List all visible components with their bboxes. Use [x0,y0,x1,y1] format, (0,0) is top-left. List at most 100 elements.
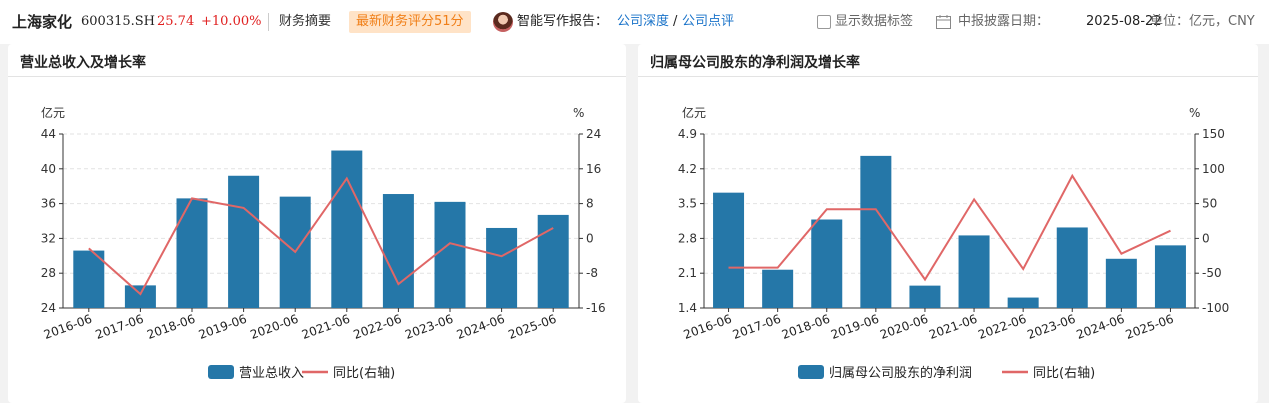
bar [331,150,363,308]
card-divider [8,76,626,77]
left-tick-label: 3.5 [678,197,697,211]
legend-swatch-bar [798,365,824,379]
chart-title: 归属母公司股东的净利润及增长率 [650,55,860,71]
company-comment-link[interactable]: 公司点评 [682,14,735,29]
bar [486,227,518,308]
revenue-chart-card: 营业总收入及增长率 亿元% 24 28 32 36 40 44 -16 -8 0 8 16 24 2016… [8,44,626,403]
bar [1056,227,1088,308]
x-tick-label: 2017-06 [731,312,783,342]
score-badge[interactable]: 最新财务评分51分 [349,11,471,33]
report-date-value: 2025-08-22 [1086,14,1162,29]
x-tick-label: 2024-06 [455,312,507,342]
x-tick-label: 2018-06 [780,312,832,342]
price-change: +10.00% [201,14,262,29]
bar [124,285,156,308]
bar [762,269,794,308]
x-tick-label: 2019-06 [829,312,881,342]
x-tick-label: 2022-06 [976,312,1028,342]
left-tick-label: 2.1 [678,266,697,280]
x-tick-label: 2018-06 [145,312,197,342]
chart-title: 营业总收入及增长率 [20,55,146,71]
yoy-line [88,176,554,296]
bar [176,198,208,308]
left-tick-label: 36 [41,197,56,211]
left-tick-label: 4.9 [678,127,697,141]
x-tick-label: 2016-06 [42,312,94,342]
right-tick-label: -50 [1202,266,1222,280]
stock-price: 25.74 [157,14,195,29]
right-tick-label: 100 [1202,162,1225,176]
left-tick-label: 32 [41,231,56,245]
left-tick-label: 2.8 [678,231,697,245]
x-tick-label: 2025-06 [506,312,558,342]
legend-label: 同比(右轴) [1033,366,1095,381]
card-divider [638,76,1258,77]
right-tick-label: -100 [1202,301,1229,315]
x-tick-label: 2019-06 [197,312,249,342]
left-tick-label: 44 [41,127,56,141]
bar [228,175,260,308]
report-label: 智能写作报告： [517,14,609,29]
bar [811,219,843,308]
link-separator: / [673,14,678,29]
bar [537,214,569,308]
yoy-line [728,173,1171,282]
author-avatar-icon [493,12,513,32]
bar [73,250,105,308]
x-tick-label: 2022-06 [352,312,404,342]
legend-label: 同比(右轴) [333,366,395,381]
bar [434,201,466,308]
right-tick-label: 16 [586,162,601,176]
bar [1154,245,1186,308]
bar [1105,258,1137,308]
left-tick-label: 1.4 [678,301,697,315]
company-depth-link[interactable]: 公司深度 [617,14,670,29]
stock-name: 上海家化 [12,13,73,31]
x-tick-label: 2017-06 [94,312,146,342]
show-labels-label[interactable]: 显示数据标签 [835,14,914,29]
show-labels-checkbox[interactable] [817,15,831,29]
right-tick-label: 0 [1202,231,1210,245]
x-tick-label: 2024-06 [1074,312,1126,342]
left-tick-label: 40 [41,162,56,176]
bar [713,192,745,308]
right-tick-label: 8 [586,197,594,211]
financial-summary-label: 财务摘要 [279,14,332,29]
divider [268,13,269,31]
left-tick-label: 28 [41,266,56,280]
report-date-label: 中报披露日期： [958,14,1050,29]
left-axis-unit: 亿元 [41,105,65,120]
x-tick-label: 2021-06 [300,312,352,342]
bar [382,194,414,308]
bar [1007,297,1039,308]
right-tick-label: -8 [586,266,598,280]
bar [958,235,990,308]
right-tick-label: 50 [1202,197,1217,211]
calendar-icon [936,14,951,29]
x-tick-label: 2016-06 [682,312,734,342]
x-tick-label: 2023-06 [1025,312,1077,342]
right-axis-unit: % [1189,106,1200,120]
x-tick-label: 2025-06 [1124,312,1176,342]
legend-swatch-bar [208,365,234,379]
net-profit-chart: 亿元 % 1.4 2.1 2.8 3.5 4.2 4.9 -100 -50 0 50 100 150 201… [678,105,1229,381]
x-tick-label: 2021-06 [927,312,979,342]
bar [860,155,892,308]
right-tick-label: 150 [1202,127,1225,141]
right-tick-label: -16 [586,301,606,315]
bar [909,285,941,308]
net-profit-chart-card: 归属母公司股东的净利润及增长率 亿元% 1.4 2.1 2.8 3.5 4.2 4.9 -10… [638,44,1258,403]
left-axis-unit: 亿元 [682,105,706,120]
right-tick-label: 0 [586,231,594,245]
unit-label: 单位：亿元，CNY [1150,14,1255,29]
right-axis-unit: % [573,106,584,120]
legend-label: 营业总收入 [239,366,304,381]
x-tick-label: 2023-06 [403,312,455,342]
top-bar: 上海家化 600315.SH 25.74 +10.00% 财务摘要 最新财务评分… [0,0,1269,44]
x-tick-label: 2020-06 [248,312,300,342]
left-tick-label: 24 [41,301,56,315]
x-tick-label: 2020-06 [878,312,930,342]
left-tick-label: 4.2 [678,162,697,176]
right-tick-label: 24 [586,127,601,141]
